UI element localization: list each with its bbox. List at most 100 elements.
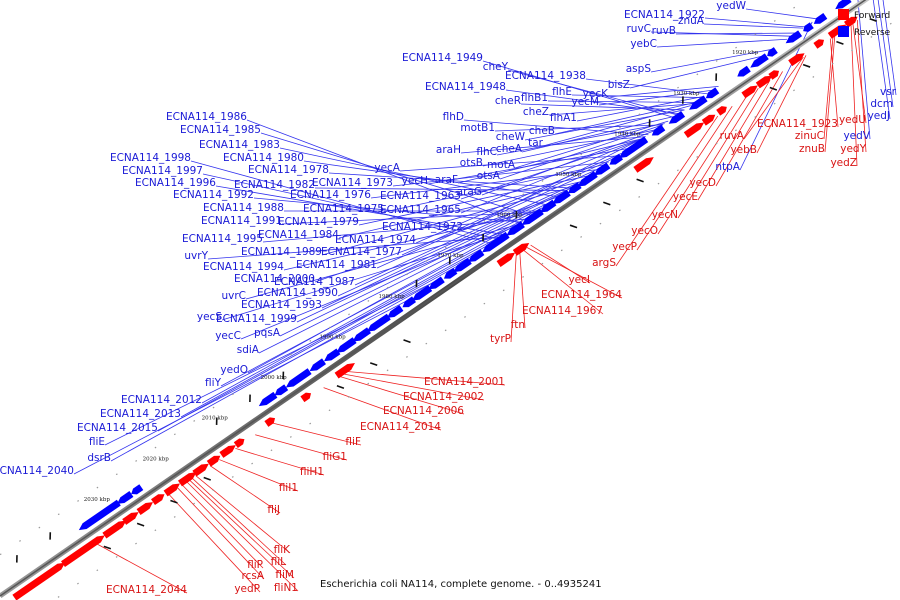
- label-connector: [510, 254, 517, 343]
- axis-tick-label: 2020 kbp: [143, 456, 170, 462]
- forward-gene: [496, 252, 516, 267]
- label-connector: [704, 17, 806, 28]
- label-connector: [191, 477, 287, 566]
- legend-reverse-label: Reverse: [854, 28, 891, 38]
- gene-label: cheZ: [523, 106, 549, 118]
- gene-label: ECNA114_2040: [0, 465, 74, 477]
- label-connector: [523, 249, 604, 315]
- label-connector: [415, 152, 622, 244]
- gene-label: rcsA: [241, 570, 264, 582]
- forward-gene: [163, 483, 180, 497]
- gene-label: yebB: [730, 144, 757, 156]
- feature-mark: [603, 201, 611, 206]
- label-connector: [585, 78, 708, 95]
- label-connector: [850, 24, 858, 167]
- label-connector: [321, 191, 566, 309]
- label-connector: [240, 226, 516, 340]
- gene-label: ECNA114_1922: [624, 9, 705, 21]
- gene-label: ECNA114_2014: [360, 421, 441, 433]
- label-connector: [756, 55, 807, 154]
- gene-label: ECNA114_1979: [278, 216, 359, 228]
- reverse-gene: [813, 13, 828, 24]
- gene-label: fliM: [275, 569, 294, 581]
- gene-label: ECNA114_1923: [757, 118, 838, 130]
- label-connector: [856, 19, 867, 153]
- reverse-gene: [274, 384, 289, 396]
- label-connector: [872, 0, 891, 120]
- gene-label: ECNA114_1987: [274, 276, 355, 288]
- gene-label: ECNA114_1938: [505, 70, 586, 82]
- reverse-gene: [689, 95, 708, 110]
- reverse-gene: [78, 499, 121, 531]
- gene-label: yecI: [568, 274, 590, 286]
- feature-mark: [136, 522, 145, 527]
- gene-label: sdiA: [237, 344, 260, 356]
- label-connector: [542, 105, 691, 147]
- gene-label: ECNA114_1981: [296, 259, 377, 271]
- axis-tick-label: 1980 kbp: [378, 294, 405, 300]
- gene-label: fliE: [89, 436, 105, 448]
- label-connector: [650, 31, 792, 37]
- reverse-gene: [324, 348, 341, 362]
- label-connector: [852, 23, 867, 124]
- label-connector: [186, 481, 299, 592]
- gene-label: ECNA114_1990: [257, 287, 338, 299]
- gene-label: yedO: [220, 364, 248, 376]
- axis-tick-label: 1990 kbp: [320, 334, 347, 340]
- gene-label: ECNA114_2012: [121, 394, 202, 406]
- gene-label: ECNA114_2015: [77, 422, 158, 434]
- gene-label: otsA: [477, 170, 501, 182]
- forward-gene: [233, 438, 245, 448]
- label-connector: [882, 0, 897, 96]
- label-connector: [496, 123, 665, 156]
- reverse-gene: [258, 391, 278, 407]
- gene-label: uvrY: [184, 250, 208, 262]
- axis-tick-label: 1920 kbp: [732, 50, 759, 56]
- gene-label: cheA: [496, 143, 523, 155]
- feature-mark: [769, 86, 778, 91]
- gene-label: ECNA114_2000: [234, 273, 315, 285]
- label-connector: [877, 0, 894, 108]
- gene-label: yecE: [673, 191, 698, 203]
- feature-mark: [203, 476, 211, 481]
- forward-gene: [701, 114, 716, 126]
- axis-tick-label: 1960 kbp: [496, 213, 523, 219]
- gene-label: ECNA114_1983: [199, 139, 280, 151]
- gene-label: araF: [435, 174, 458, 186]
- label-connector: [656, 38, 788, 48]
- gene-label: znuA: [678, 15, 705, 27]
- gene-label: flhE: [552, 86, 572, 98]
- label-connector: [392, 161, 609, 187]
- label-connector: [189, 479, 295, 579]
- label-connector: [323, 387, 442, 431]
- label-connector: [657, 96, 747, 235]
- reverse-gene: [352, 327, 371, 342]
- gene-label: cheW: [496, 131, 526, 143]
- gene-label: ECNA114_1975: [303, 203, 384, 215]
- gene-label: argS: [592, 257, 616, 269]
- gene-label: flhC: [476, 146, 497, 158]
- gene-label: fliN1: [274, 582, 298, 594]
- gene-label: ECNA114_1989: [241, 246, 322, 258]
- genome-caption: Escherichia coli NA114, complete genome.…: [320, 579, 602, 590]
- label-connector: [272, 422, 362, 446]
- legend-forward-swatch: [838, 9, 849, 20]
- label-connector-lines: [73, 0, 897, 594]
- gene-label: ruvC: [626, 23, 651, 35]
- reverse-gene: [117, 491, 134, 504]
- gene-label: ECNA114_1985: [180, 124, 261, 136]
- reverse-gene: [785, 30, 803, 44]
- label-connector: [636, 105, 733, 251]
- gene-label: ECNA114_1986: [166, 111, 247, 123]
- gene-label: motB1: [460, 122, 495, 134]
- label-connector: [168, 494, 261, 593]
- forward-gene: [813, 39, 825, 49]
- reverse-gene: [609, 153, 623, 165]
- feature-mark: [636, 178, 644, 183]
- gene-label: ntpA: [715, 161, 740, 173]
- forward-rail: [53, 16, 900, 600]
- label-connector: [823, 36, 834, 140]
- forward-gene: [219, 445, 236, 458]
